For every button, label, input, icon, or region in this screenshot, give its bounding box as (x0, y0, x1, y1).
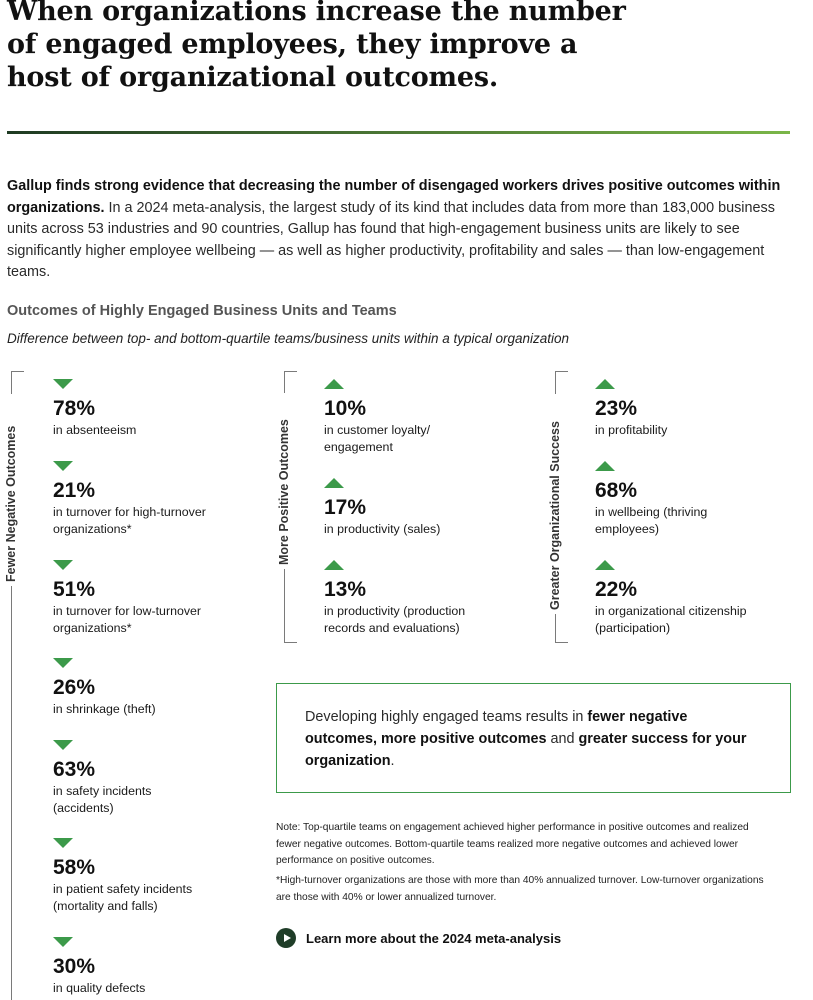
down-arrow-icon (53, 560, 73, 570)
up-arrow-icon (324, 478, 344, 488)
stat-patient-safety: 58% in patient safety incidents (mortali… (53, 838, 228, 915)
stat-description: in productivity (production records and … (324, 604, 466, 635)
column-bracket (11, 371, 24, 1000)
learn-more-link[interactable]: Learn more about the 2024 meta-analysis (276, 928, 561, 948)
stat-value: 78% (53, 397, 96, 420)
stat-value: 68% (595, 479, 638, 502)
column-label: More Positive Outcomes (276, 393, 292, 569)
down-arrow-icon (53, 379, 73, 389)
stat-productivity-production: 13% in productivity (production records … (324, 560, 509, 637)
callout-text-2: and (546, 731, 579, 747)
stat-value: 17% (324, 496, 367, 519)
methodology-note: Note: Top-quartile teams on engagement a… (276, 822, 749, 866)
stat-absenteeism: 78% in absenteeism (53, 379, 253, 439)
learn-more-label[interactable]: Learn more about the 2024 meta-analysis (306, 930, 562, 946)
down-arrow-icon (53, 658, 73, 668)
stat-value: 26% (53, 676, 96, 699)
callout-bold-2: greater success for your organization (305, 731, 747, 769)
stat-shrinkage: 26% in shrinkage (theft) (53, 658, 253, 718)
stat-description: in safety incidents (accidents) (53, 784, 152, 815)
stat-description: in patient safety incidents (mortality a… (53, 882, 193, 913)
stat-safety-incidents: 63% in safety incidents (accidents) (53, 740, 203, 817)
up-arrow-icon (324, 379, 344, 389)
callout-text-1: Developing highly engaged teams results … (305, 709, 588, 725)
column-label: Greater Organizational Success (547, 394, 563, 614)
column-label: Fewer Negative Outcomes (3, 394, 19, 586)
down-arrow-icon (53, 838, 73, 848)
stat-wellbeing: 68% in wellbeing (thriving employees) (595, 461, 755, 538)
callout-box: Developing highly engaged teams results … (276, 683, 791, 793)
callout-text-3: . (390, 753, 395, 769)
stat-description: in absenteeism (53, 423, 137, 437)
stat-description: in profitability (595, 423, 668, 437)
down-arrow-icon (53, 937, 73, 947)
intro-paragraph: Gallup finds strong evidence that decrea… (7, 176, 797, 284)
stat-value: 51% (53, 578, 96, 601)
stat-value: 63% (53, 758, 96, 781)
stat-description: in quality defects (53, 981, 146, 995)
section-title: Outcomes of Highly Engaged Business Unit… (7, 303, 397, 319)
headline-line-2: of engaged employees, they improve a (7, 29, 578, 60)
stat-description: in customer loyalty/ engagement (324, 423, 431, 454)
stat-description: in shrinkage (theft) (53, 702, 156, 716)
stat-turnover-high: 21% in turnover for high-turnover organi… (53, 461, 238, 538)
headline-line-3: host of organizational outcomes. (7, 62, 499, 93)
headline: When organizations increase the number o… (7, 0, 647, 94)
stat-value: 21% (53, 479, 96, 502)
stat-quality-defects: 30% in quality defects (53, 937, 253, 997)
section-subtitle: Difference between top- and bottom-quart… (7, 331, 570, 346)
stat-value: 10% (324, 397, 367, 420)
stat-description: in turnover for high-turnover organizati… (53, 505, 206, 536)
stat-value: 30% (53, 955, 96, 978)
stat-value: 22% (595, 578, 638, 601)
stat-productivity-sales: 17% in productivity (sales) (324, 478, 524, 538)
stat-value: 58% (53, 856, 96, 879)
play-circle-icon[interactable] (276, 928, 296, 948)
stat-value: 13% (324, 578, 367, 601)
stat-description: in turnover for low-turnover organizatio… (53, 604, 202, 635)
stat-org-citizenship: 22% in organizational citizenship (parti… (595, 560, 785, 637)
down-arrow-icon (53, 461, 73, 471)
headline-divider (7, 131, 790, 134)
intro-lead: Gallup finds strong evidence that decrea… (7, 178, 781, 216)
up-arrow-icon (595, 379, 615, 389)
stat-value: 23% (595, 397, 638, 420)
turnover-footnote: *High-turnover organizations are those w… (276, 875, 764, 903)
stat-customer-loyalty: 10% in customer loyalty/ engagement (324, 379, 474, 456)
stat-description: in organizational citizenship (participa… (595, 604, 747, 635)
stat-description: in wellbeing (thriving employees) (595, 505, 708, 536)
intro-body: In a 2024 meta-analysis, the largest stu… (7, 199, 775, 281)
down-arrow-icon (53, 740, 73, 750)
callout-bold-1: fewer negative outcomes, more positive o… (305, 709, 688, 747)
up-arrow-icon (324, 560, 344, 570)
stat-description: in productivity (sales) (324, 522, 441, 536)
up-arrow-icon (595, 560, 615, 570)
stat-turnover-low: 51% in turnover for low-turnover organiz… (53, 560, 238, 637)
stat-profitability: 23% in profitability (595, 379, 795, 439)
headline-line-1: When organizations increase the number (7, 0, 626, 27)
up-arrow-icon (595, 461, 615, 471)
